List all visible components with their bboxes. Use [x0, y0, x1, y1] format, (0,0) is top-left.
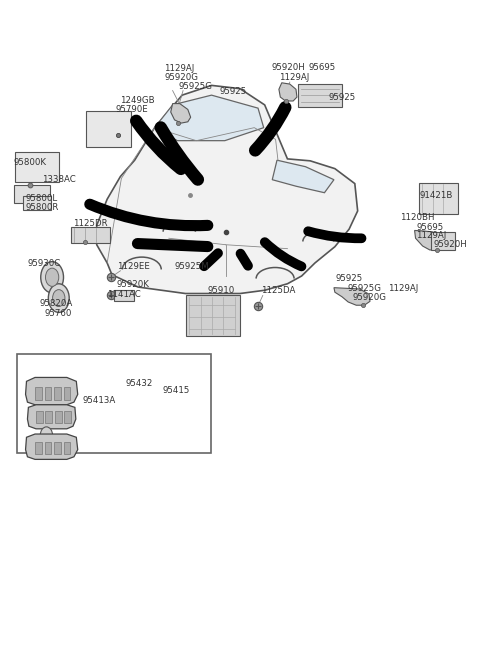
Circle shape: [46, 268, 59, 287]
Bar: [54, 442, 60, 453]
Bar: [85, 111, 131, 147]
Circle shape: [41, 262, 63, 293]
Text: 1129AJ: 1129AJ: [388, 284, 418, 293]
Bar: [114, 289, 134, 301]
Bar: [55, 411, 61, 423]
Text: 95800R: 95800R: [25, 203, 59, 213]
Bar: [35, 386, 42, 400]
Polygon shape: [27, 405, 76, 429]
Text: 95800K: 95800K: [13, 158, 46, 167]
Bar: [46, 411, 52, 423]
Polygon shape: [155, 95, 264, 140]
Polygon shape: [171, 104, 191, 123]
Bar: [23, 196, 51, 211]
Text: 95695: 95695: [417, 223, 444, 232]
Polygon shape: [25, 377, 78, 405]
Bar: [15, 152, 59, 182]
Polygon shape: [334, 288, 370, 305]
Text: 95413A: 95413A: [83, 396, 116, 405]
Text: 95800L: 95800L: [25, 194, 58, 203]
Bar: [54, 386, 60, 400]
Text: 95415: 95415: [163, 386, 190, 395]
Text: 1129AJ: 1129AJ: [164, 64, 194, 73]
Polygon shape: [25, 434, 78, 459]
Bar: [14, 185, 50, 203]
Bar: [36, 411, 43, 423]
Text: 95925: 95925: [219, 87, 246, 96]
Text: 1249GB: 1249GB: [120, 96, 155, 105]
Bar: [71, 226, 110, 243]
Circle shape: [48, 284, 69, 312]
Polygon shape: [96, 85, 358, 293]
Polygon shape: [415, 230, 442, 250]
Polygon shape: [272, 160, 334, 193]
Text: 1129EE: 1129EE: [117, 262, 149, 272]
Text: 95820A: 95820A: [40, 300, 73, 308]
Text: 1338AC: 1338AC: [42, 174, 75, 184]
Text: 1120BH: 1120BH: [400, 213, 435, 222]
Text: 95925M: 95925M: [175, 262, 209, 272]
Text: 91421B: 91421B: [420, 191, 453, 200]
Circle shape: [40, 427, 53, 443]
Bar: [45, 386, 51, 400]
Text: 95920H: 95920H: [271, 64, 305, 72]
Text: 95925G: 95925G: [348, 284, 382, 293]
Bar: [186, 295, 240, 336]
Text: 95930C: 95930C: [27, 259, 60, 268]
Text: 95920G: 95920G: [164, 73, 198, 82]
Bar: [419, 183, 458, 214]
Bar: [64, 411, 71, 423]
Text: 1129AJ: 1129AJ: [417, 231, 447, 240]
Bar: [17, 354, 211, 453]
Text: 95760: 95760: [45, 308, 72, 318]
Text: 1125DR: 1125DR: [73, 219, 108, 228]
Text: 95920K: 95920K: [117, 280, 149, 289]
Polygon shape: [279, 83, 297, 101]
Bar: [431, 232, 456, 250]
Text: 95925: 95925: [336, 274, 363, 283]
Text: 95432: 95432: [125, 379, 153, 388]
Text: 95695: 95695: [308, 64, 336, 72]
Text: 95920G: 95920G: [352, 293, 386, 302]
Text: 95920H: 95920H: [433, 240, 468, 249]
Bar: [298, 84, 342, 108]
Bar: [63, 386, 70, 400]
Text: 95925: 95925: [328, 93, 356, 102]
Text: 95790E: 95790E: [116, 105, 148, 114]
Bar: [63, 442, 70, 453]
Text: 1125DA: 1125DA: [261, 287, 295, 295]
Text: 95925G: 95925G: [179, 82, 212, 91]
Bar: [45, 442, 51, 453]
Text: 95910: 95910: [208, 287, 235, 295]
Text: 1141AC: 1141AC: [107, 290, 141, 298]
Text: 1129AJ: 1129AJ: [279, 73, 310, 82]
Circle shape: [53, 289, 65, 306]
Bar: [35, 442, 42, 453]
